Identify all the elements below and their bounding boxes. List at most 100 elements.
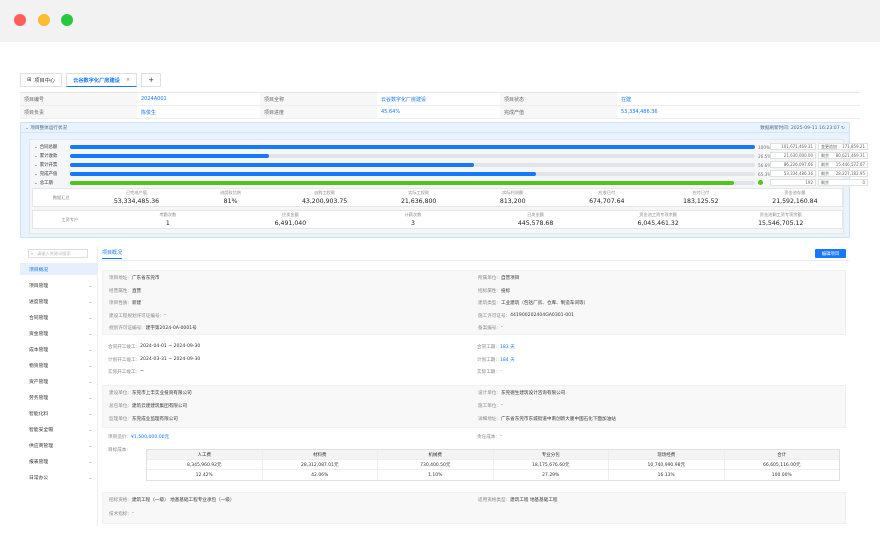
progress-remaining: 剩余 0	[818, 179, 868, 186]
refresh-info: 数据刷新时间: 2025-09-11 16:23:07 ↻	[760, 125, 845, 131]
project-status: 在建	[621, 96, 632, 103]
field-value: 建字第2024-0A-0001号	[145, 326, 197, 331]
edit-project-button[interactable]: 编辑项目	[815, 249, 846, 258]
field-label: 合同工期:	[477, 345, 497, 350]
window-titlebar	[0, 0, 880, 42]
sidebar-item-label: 资产管理	[29, 379, 49, 385]
field-value: -	[164, 312, 166, 318]
stat-cell: 自购工程款 43,200,903.75	[278, 189, 372, 206]
close-icon[interactable]: ×	[125, 77, 131, 83]
field-value: -	[499, 434, 502, 439]
project-status-panel: ⌄ 项目整体运行状况 数据刷新时间: 2025-09-11 16:23:07 ↻…	[20, 122, 868, 238]
add-tab-button[interactable]: +	[141, 73, 162, 87]
table-cell: 100.00%	[771, 472, 792, 478]
info-field: 招标属性: 投标	[478, 288, 510, 294]
progress-fill	[70, 181, 735, 185]
sidebar-item[interactable]: 日常办公 ⌄	[20, 471, 98, 483]
table-cell: 现场经费	[609, 450, 725, 459]
info-field: 规划许可证编号: 建字第2024-0A-0001号	[109, 325, 197, 331]
info-field: 适用资格类型: 建筑工程 地基基础工程	[478, 497, 558, 503]
panel-title[interactable]: ⌄ 项目整体运行状况	[25, 125, 67, 131]
field-label: 建设单位:	[109, 391, 129, 396]
project-manager[interactable]: 陈俊生	[141, 109, 157, 116]
stat-label: 已发金额	[527, 212, 544, 217]
basic-info-section: 项目地址: 广东省东莞市 所属单位: 自营项目 经营属性: 直营 招标属性: 投标 项目性质: 新…	[102, 270, 846, 335]
remaining-label: 剩余	[821, 170, 829, 176]
chevron-down-icon[interactable]: ⌄	[34, 171, 38, 177]
responsibility-cost-field: 责任成本: -	[477, 434, 502, 440]
field-value: 东莞成业监理有限公司	[131, 417, 178, 422]
info-field: 总包单位: 建筑云建建筑集团有限公司	[109, 403, 187, 409]
info-field: 实际开工竣工: ~	[108, 369, 144, 375]
search-icon: ⌕	[31, 251, 34, 256]
stat-label: 应收已付	[598, 190, 616, 195]
sidebar-item[interactable]: 智能化料 ⌄	[20, 407, 98, 419]
chevron-down-icon[interactable]: ⌄	[34, 180, 38, 186]
sidebar-item[interactable]: 劳务管理 ⌄	[20, 391, 98, 403]
sidebar-item[interactable]: 智能安全帽 ⌄	[20, 423, 98, 435]
info-field: 计划工期: 184 天	[477, 357, 515, 363]
sidebar-item[interactable]: 报表管理 ⌄	[20, 455, 98, 467]
sidebar-item[interactable]: 资产管理 ⌄	[20, 375, 98, 387]
stat-value: 43,200,903.75	[301, 198, 348, 205]
field-label: 合同开工竣工:	[108, 345, 138, 350]
table-cell: 12.42%	[147, 470, 263, 480]
sidebar-item[interactable]: 物资管理 ⌄	[20, 359, 98, 371]
stat-value: 21,636,800	[400, 198, 437, 205]
table-cell: 机械费	[378, 450, 494, 459]
info-row: 项目编号 2024A001 项目全称 云谷数字化厂房建设 项目状态 在建	[20, 93, 860, 106]
stats-label: 工资专户	[33, 211, 107, 228]
maximize-window-button[interactable]	[61, 14, 73, 26]
progress-label: 累计开票	[39, 163, 58, 168]
sidebar-item[interactable]: 供应商管理 ⌄	[20, 439, 98, 451]
field-label: 招标资格:	[109, 498, 129, 503]
minimize-window-button[interactable]	[38, 14, 50, 26]
field-label: 建筑类型:	[478, 301, 498, 306]
close-window-button[interactable]	[14, 14, 26, 26]
tab-project-center[interactable]: ⊞ 项目中心	[20, 73, 63, 87]
refresh-icon[interactable]: ↻	[841, 125, 845, 131]
sidebar-search-input[interactable]: ⌕ 请输入关键词搜索	[28, 249, 88, 258]
remaining-label: 剩余	[821, 161, 829, 167]
chevron-down-icon[interactable]: ⌄	[34, 153, 38, 159]
field-value: 自营项目	[500, 276, 520, 281]
info-label: 项目进度	[260, 106, 377, 118]
field-label: 监理单位:	[109, 417, 129, 422]
field-value: 东莞市上丰实业投资有限公司	[131, 391, 192, 396]
field-value: 建筑工程 地基基础工程	[510, 498, 558, 503]
sidebar-item[interactable]: 进度管理 ⌄	[20, 295, 98, 307]
stat-value: 813,200	[499, 198, 526, 205]
project-number[interactable]: 2024A001	[141, 96, 167, 102]
sidebar-item-label: 报表管理	[29, 459, 49, 465]
stat-label: 资金池工资专项余额	[639, 212, 677, 217]
progress-remaining: 剩余 28,227,182.95	[818, 170, 868, 177]
field-label: 责任成本:	[477, 435, 497, 440]
tab-current-project[interactable]: 云谷数字化厂房建设 ×	[66, 73, 138, 87]
table-cell: 28,312,087.01元	[263, 460, 378, 469]
sidebar-item[interactable]: 项目概况	[20, 263, 98, 275]
chevron-down-icon[interactable]: ⌄	[34, 162, 38, 168]
sidebar-item-label: 劳务管理	[29, 395, 49, 401]
sidebar-item-label: 智能安全帽	[29, 427, 53, 433]
units-section: 建设单位: 东莞市上丰实业投资有限公司 设计单位: 东莞德生建筑设计咨询有限公司 总包单…	[102, 385, 846, 428]
tab-overview[interactable]: 项目概况	[102, 249, 123, 259]
chevron-down-icon: ⌄	[25, 125, 31, 131]
info-field: 建设工程规划许可证编号: -	[109, 313, 166, 319]
stat-value: 674,707.64	[589, 198, 625, 205]
chevron-down-icon: ⌄	[88, 426, 92, 432]
chevron-down-icon[interactable]: ⌄	[34, 144, 38, 150]
field-label: 技术指标:	[109, 512, 129, 517]
sidebar-item[interactable]: 资金管理 ⌄	[20, 327, 98, 339]
stats-label-text: 数据汇总	[52, 194, 70, 200]
stat-cell: 计薪次数 3	[352, 211, 475, 228]
table-cell: 27.29%	[494, 470, 609, 480]
sidebar-item[interactable]: 成本管理 ⌄	[20, 343, 98, 355]
sidebar-item[interactable]: 项目管理 ⌄	[20, 279, 98, 291]
stat-value: 21,592,160.84	[772, 198, 818, 205]
stat-cell: 实际工程款 21,636,800	[372, 189, 466, 206]
field-label: 规划许可证编号:	[109, 326, 143, 331]
info-field: 备案编号: -	[478, 325, 503, 331]
schedule-section: 合同开工竣工: 2024-04-01 ~ 2024-09-30 合同工期: 183 天…	[102, 341, 846, 381]
project-fullname[interactable]: 云谷数字化厂房建设	[381, 96, 427, 103]
sidebar-item[interactable]: 合同管理 ⌄	[20, 311, 98, 323]
